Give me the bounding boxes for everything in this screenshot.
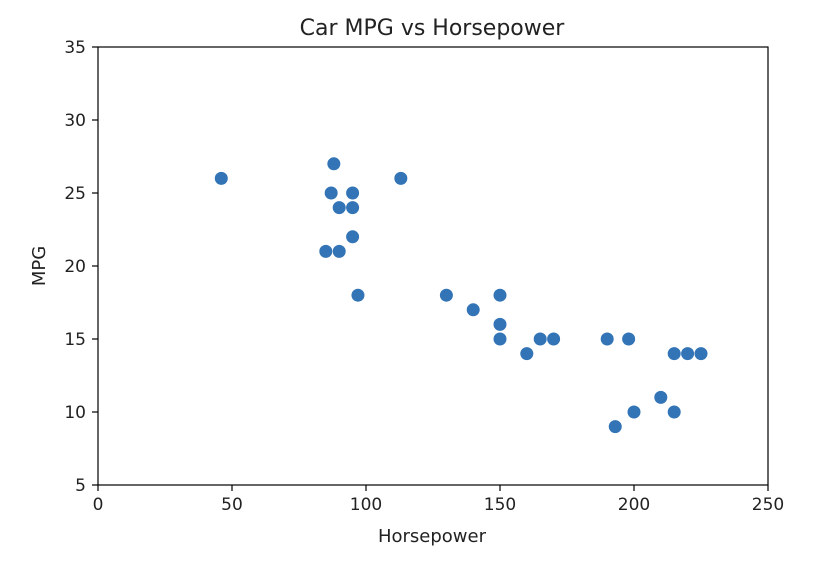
data-point [694,347,708,361]
data-points [214,157,708,434]
data-point [214,171,228,185]
data-point [493,317,507,331]
y-tick-label: 25 [64,184,86,204]
data-point [466,303,480,317]
y-tick-label: 20 [64,257,86,277]
x-tick-label: 200 [618,495,650,515]
data-point [600,332,614,346]
plot-area-frame [97,46,769,486]
x-tick-label: 100 [350,495,382,515]
data-point [319,244,333,258]
data-point [654,390,668,404]
data-point [394,171,408,185]
data-point [493,288,507,302]
data-point [327,157,341,171]
data-point [667,405,681,419]
data-point [346,230,360,244]
y-axis-title: MPG [29,246,50,286]
data-point [667,347,681,361]
data-point [547,332,561,346]
x-tick-label: 50 [221,495,243,515]
y-tick-label: 15 [64,330,86,350]
x-tick-label: 0 [93,495,104,515]
x-tick-label: 250 [752,495,784,515]
data-point [627,405,641,419]
data-point [439,288,453,302]
data-point [681,347,695,361]
data-point [533,332,547,346]
data-point [324,186,338,200]
x-axis-title: Horsepower [378,526,487,547]
x-axis: 0 50 100 150 200 250 [93,485,784,515]
y-axis: 5 10 15 20 25 30 35 [64,38,98,496]
y-tick-label: 30 [64,111,86,131]
data-point [332,201,346,215]
data-point [351,288,365,302]
x-tick-label: 150 [484,495,516,515]
data-point [608,420,622,434]
y-tick-label: 10 [64,403,86,423]
data-point [332,244,346,258]
data-point [493,332,507,346]
chart-title: Car MPG vs Horsepower [300,16,566,41]
data-point [346,186,360,200]
data-point [622,332,636,346]
y-tick-label: 35 [64,38,86,58]
data-point [520,347,534,361]
data-point [346,201,360,215]
y-tick-label: 5 [75,476,86,496]
